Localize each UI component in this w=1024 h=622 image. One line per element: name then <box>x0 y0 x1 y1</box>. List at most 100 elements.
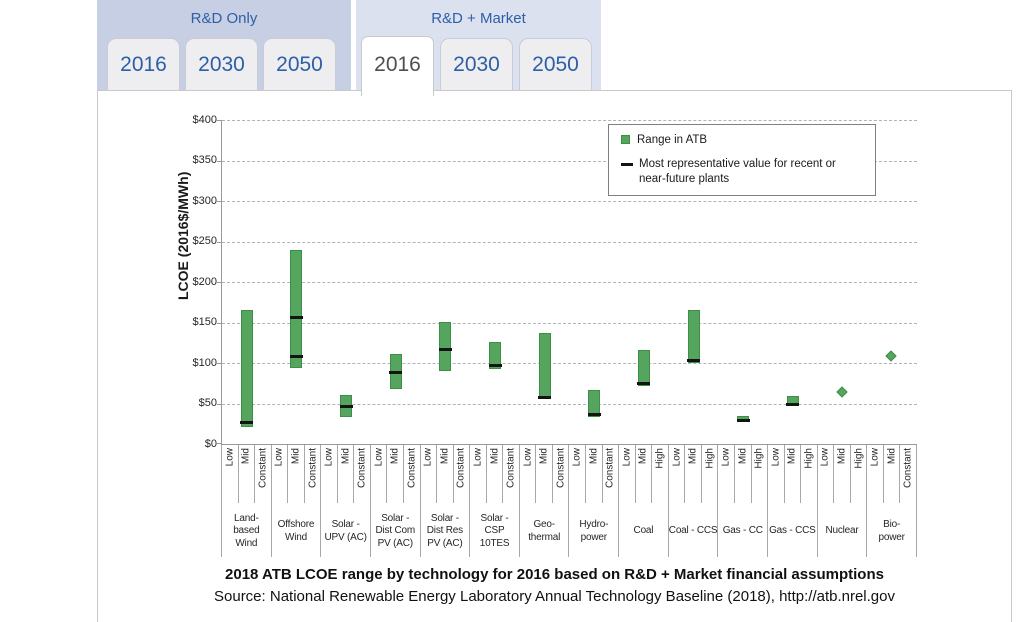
scenario-cell: Constant <box>553 445 569 503</box>
gridline <box>222 322 917 324</box>
scenario-cell: Mid <box>387 445 405 503</box>
tab-group-rd-only-label: R&D Only <box>190 10 258 27</box>
gridline <box>222 201 917 202</box>
representative-dash <box>438 347 452 351</box>
scenario-cell: Low <box>867 445 884 503</box>
scenario-cell: Mid <box>338 445 355 503</box>
tab-rd-market-2050[interactable]: 2050 <box>519 38 592 90</box>
category-group: Low Mid Constant Hydro- power <box>568 445 618 557</box>
scenario-label: Mid <box>687 448 699 465</box>
representative-dash <box>587 413 601 417</box>
y-tick-label: $200 <box>192 275 217 288</box>
scenario-cell: Constant <box>404 445 420 503</box>
tab-rd-only-2016[interactable]: 2016 <box>107 38 180 90</box>
y-axis-tick-mark <box>217 282 222 283</box>
scenario-label: Low <box>422 448 434 467</box>
scenario-label: Constant <box>604 448 616 489</box>
category-label: Gas - CCS <box>769 525 816 537</box>
y-axis-tick-mark <box>217 241 222 243</box>
category-group: Low Mid High Coal - CCS <box>667 445 718 557</box>
scenario-label: Low <box>869 448 881 467</box>
scenario-label: High <box>654 448 666 469</box>
category-label: Bio- power <box>878 519 905 543</box>
category-group: Low Mid Constant Solar - Dist Res PV (AC) <box>419 445 470 557</box>
rd-market-year-tabs: 2016 2030 2050 <box>356 36 601 96</box>
y-tick-label: $350 <box>192 154 217 166</box>
y-axis-title: LCOE (2016$/MWh) <box>175 171 191 300</box>
scenario-label: Constant <box>555 448 567 489</box>
category-group: Low Mid Constant Solar - Dist Com PV (AC) <box>369 445 420 557</box>
scenario-cell: Constant <box>305 445 321 503</box>
scenario-label: Mid <box>836 448 848 465</box>
scenario-label: Low <box>720 448 732 467</box>
scenario-label: Constant <box>505 448 517 489</box>
scenario-label: Mid <box>340 448 352 465</box>
scenario-label: Low <box>522 448 534 467</box>
legend: Range in ATB Most representative value f… <box>608 124 876 196</box>
y-tick-label: $400 <box>192 113 217 126</box>
category-label: Solar - UPV (AC) <box>324 519 367 543</box>
gridline <box>222 282 917 283</box>
category-group: Low Mid Constant Land- based Wind <box>221 445 271 557</box>
category-group: Low Mid Constant Offshore Wind <box>270 445 321 557</box>
scenario-cell: Low <box>569 445 587 503</box>
y-tick-label: $50 <box>198 397 217 409</box>
scenario-label: Mid <box>637 448 649 465</box>
y-axis-tick-mark <box>217 201 222 202</box>
rd-only-year-tabs: 2016 2030 2050 <box>97 38 351 90</box>
category-label: Solar - CSP 10TES <box>479 512 510 549</box>
scenario-cell: Mid <box>735 445 752 503</box>
category-label: Coal - CCS <box>668 525 718 537</box>
scenario-cell: Mid <box>437 445 454 503</box>
y-axis-tick-mark <box>217 322 222 324</box>
scenario-cell: Constant <box>255 445 271 503</box>
scenario-cell: High <box>851 445 867 503</box>
scenario-cell: Mid <box>834 445 851 503</box>
scenario-cell: Low <box>421 445 438 503</box>
category-group: Low Mid Constant Solar - UPV (AC) <box>320 445 370 557</box>
scenario-label: Low <box>224 448 236 467</box>
range-swatch-icon <box>621 135 630 144</box>
point-marker <box>835 386 848 398</box>
scenario-label: Mid <box>538 448 550 465</box>
range-bar <box>489 341 502 370</box>
scenario-label: Low <box>621 448 633 467</box>
chart-source: Source: National Renewable Energy Labora… <box>214 588 895 605</box>
tab-rd-market-2030[interactable]: 2030 <box>440 38 513 90</box>
scenario-cell: Constant <box>603 445 619 503</box>
y-tick-label: $100 <box>192 356 217 369</box>
representative-dash <box>289 355 303 359</box>
range-bar <box>687 310 700 363</box>
y-axis-tick-mark <box>217 443 222 444</box>
y-axis-tick-mark <box>217 363 222 364</box>
scenario-label: Constant <box>455 448 467 489</box>
y-axis-tick-labels: $0 $50 $100 $150 $200 $250 $300 $350 $400 <box>161 114 217 450</box>
dash-swatch-icon <box>621 162 633 166</box>
category-label: Solar - Dist Com PV (AC) <box>375 512 415 549</box>
category-group: Low Mid Constant Solar - CSP 10TES <box>469 445 519 557</box>
scenario-cell: Mid <box>239 445 256 503</box>
scenario-cell: Low <box>619 445 636 503</box>
category-label: Solar - Dist Res PV (AC) <box>426 512 463 549</box>
y-axis-tick-mark <box>217 120 222 121</box>
chart-panel: LCOE (2016$/MWh) $0 $50 $100 $150 $200 $250 $3… <box>97 90 1012 622</box>
category-group: Low Mid Constant Geo- thermal <box>518 445 569 557</box>
category-group: Low Mid High Nuclear <box>816 445 867 557</box>
scenario-label: Constant <box>307 448 318 489</box>
gridline <box>222 363 917 364</box>
scenario-label: High <box>704 448 716 469</box>
y-axis-tick-mark <box>217 403 222 405</box>
plot-area: Range in ATB Most representative value f… <box>217 120 917 445</box>
tab-rd-market-2016-active[interactable]: 2016 <box>361 36 434 96</box>
category-label: Hydro- power <box>579 519 609 543</box>
scenario-cell: Low <box>222 445 239 503</box>
tab-rd-only-2030[interactable]: 2030 <box>185 38 258 90</box>
gridline <box>222 160 917 162</box>
representative-dash <box>289 316 303 320</box>
tab-rd-only-2050[interactable]: 2050 <box>263 38 336 90</box>
tab-group-rd-only: R&D Only 2016 2030 2050 <box>97 0 351 90</box>
scenario-cell: Mid <box>536 445 553 503</box>
category-group: Low Mid High Coal <box>618 445 668 557</box>
category-label: Land- based Wind <box>233 512 260 549</box>
category-group: Low Mid High Gas - CCS <box>767 445 817 557</box>
